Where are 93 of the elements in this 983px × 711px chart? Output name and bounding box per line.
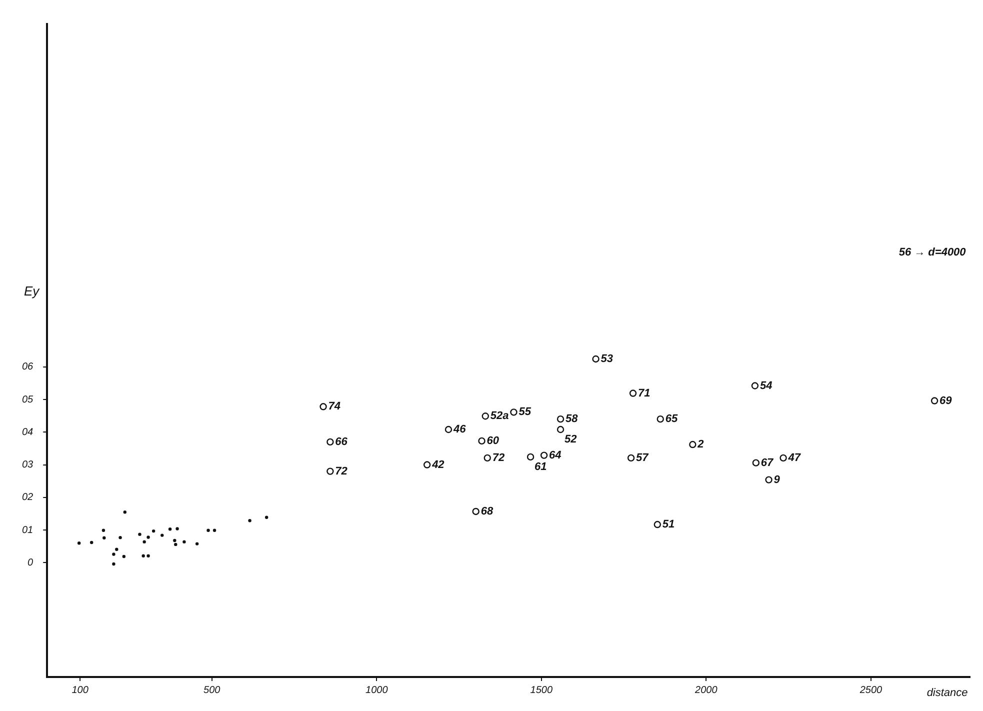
point [320, 403, 327, 410]
x-tick-label: 2000 [694, 684, 718, 696]
y-tick-label: 03 [22, 460, 34, 471]
annotation: 52a [490, 410, 509, 422]
point [122, 554, 126, 558]
point [654, 520, 662, 528]
point [112, 562, 116, 566]
point [152, 529, 156, 533]
annotation: 72 [492, 452, 505, 464]
point [656, 415, 664, 423]
annotation: 56 → d=4000 [898, 246, 967, 259]
point [472, 508, 480, 516]
annotation: 74 [328, 400, 341, 413]
annotation: 65 [665, 413, 678, 426]
annotation: 69 [940, 394, 953, 407]
point [765, 476, 772, 484]
point [212, 528, 216, 532]
point [195, 542, 199, 546]
annotation: 71 [638, 387, 650, 400]
annotation: 47 [787, 452, 802, 464]
point [689, 440, 696, 448]
point [326, 468, 334, 475]
point [174, 542, 178, 546]
point [556, 426, 564, 434]
point [444, 426, 452, 434]
point [752, 459, 760, 466]
point [138, 532, 142, 536]
annotation: 67 [760, 456, 774, 469]
annotation: 64 [549, 449, 562, 462]
annotation: 60 [486, 434, 500, 447]
point [90, 540, 94, 544]
point [102, 536, 106, 540]
x-axis-title: distance [926, 687, 968, 700]
point [326, 438, 334, 446]
point [751, 382, 759, 390]
point [102, 528, 106, 532]
point [526, 453, 534, 461]
point [423, 461, 431, 468]
annotation: 55 [518, 406, 532, 418]
y-tick-label: 05 [22, 394, 34, 406]
point [182, 540, 186, 544]
point [176, 527, 179, 530]
point [540, 452, 548, 459]
point [146, 554, 150, 558]
annotation: 68 [480, 505, 494, 518]
y-tick-label: 02 [22, 492, 34, 504]
annotation: 58 [566, 413, 579, 426]
point [592, 355, 600, 363]
point [112, 552, 116, 556]
point [123, 510, 126, 514]
x-tick-label: 1000 [366, 684, 388, 696]
y-tick-label: 01 [22, 524, 34, 536]
y-tick-label: 06 [22, 362, 34, 373]
point [248, 519, 252, 522]
annotation: 53 [600, 353, 614, 366]
x-tick-label: 1500 [530, 684, 553, 696]
point [930, 397, 938, 404]
point [115, 548, 118, 551]
annotation: 57 [636, 452, 650, 464]
annotation: 66 [335, 436, 348, 448]
annotation: 52 [564, 434, 577, 446]
point [627, 454, 635, 462]
annotation: 2 [696, 438, 704, 451]
point [173, 538, 176, 542]
point [206, 528, 210, 532]
annotation: 51 [662, 518, 675, 531]
y-tick-label: 04 [22, 426, 34, 438]
point [146, 536, 150, 539]
y-tick-label: 0 [28, 558, 34, 569]
point [478, 437, 486, 445]
annotation: 42 [431, 458, 444, 471]
point [142, 554, 145, 558]
point [629, 390, 637, 397]
point [484, 454, 491, 462]
point [142, 540, 146, 544]
annotation: 9 [774, 474, 781, 486]
point [780, 454, 787, 462]
point [264, 516, 268, 519]
point [510, 408, 518, 416]
point [118, 536, 122, 540]
x-tick-label: 500 [204, 684, 221, 696]
x-tick-label: 100 [72, 684, 89, 696]
y-axis-title: Ey [24, 283, 41, 298]
point [482, 412, 489, 420]
x-tick-label: 2500 [858, 684, 882, 696]
annotation: 61 [534, 460, 547, 473]
annotation: 54 [760, 380, 772, 392]
point [77, 542, 81, 545]
annotation: 72 [335, 465, 348, 478]
point [556, 415, 564, 423]
annotation: 46 [452, 424, 467, 436]
point [160, 534, 164, 537]
point [168, 527, 172, 531]
